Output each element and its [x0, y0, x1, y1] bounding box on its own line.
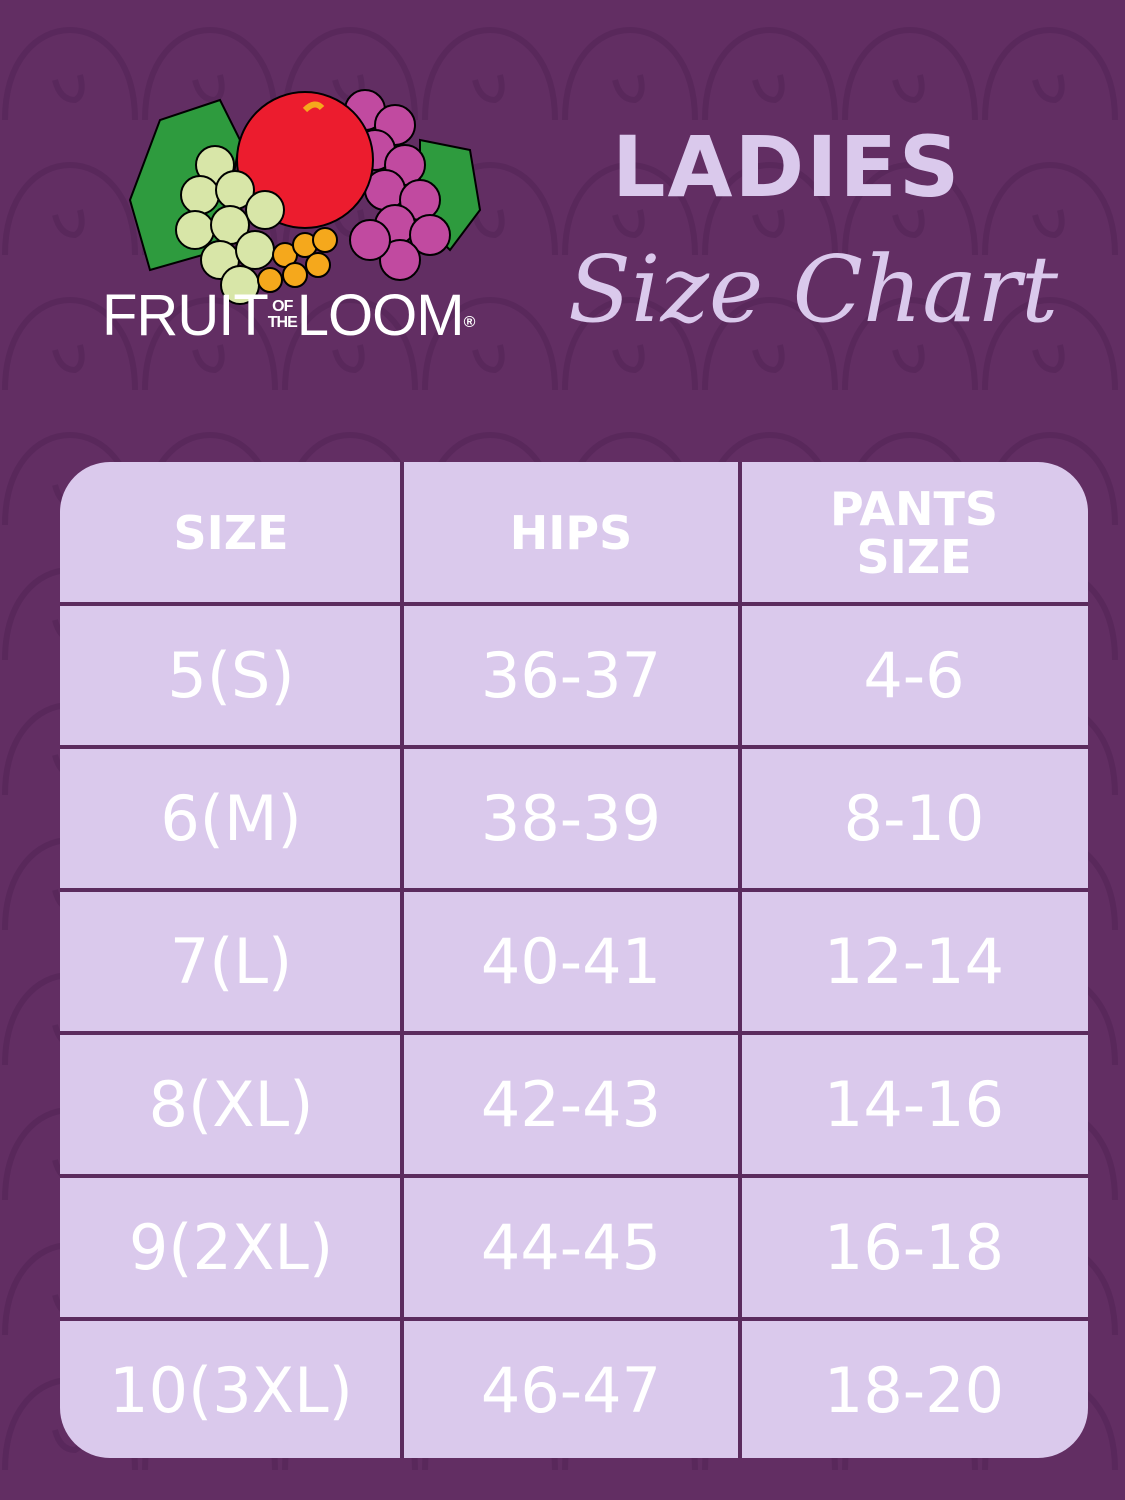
cell-pants-size: 16-18 [823, 1211, 1005, 1284]
pattern-shape [982, 162, 1118, 256]
table-row: 5(S) 36-37 4-6 [60, 604, 1088, 747]
pattern-shape [982, 297, 1118, 391]
cell-pants-size: 8-10 [843, 782, 985, 855]
row-divider [60, 602, 1088, 606]
row-divider [60, 1031, 1088, 1035]
cell-size: 10(3XL) [109, 1354, 353, 1427]
pattern-shape [282, 297, 418, 391]
pattern-shape [142, 27, 278, 121]
row-divider [60, 888, 1088, 892]
header-pants-size: PANTS SIZE [829, 482, 999, 584]
cell-pants-size: 14-16 [823, 1068, 1005, 1141]
pattern-shape [842, 162, 978, 256]
pattern-shape [2, 297, 138, 391]
table-header-row: SIZE HIPS PANTS SIZE [60, 462, 1088, 604]
cell-hips: 42-43 [480, 1068, 662, 1141]
cell-hips: 40-41 [480, 925, 662, 998]
cell-hips: 36-37 [480, 639, 662, 712]
cell-pants-size: 18-20 [823, 1354, 1005, 1427]
cell-hips: 46-47 [480, 1354, 662, 1427]
cell-pants-size: 4-6 [863, 639, 965, 712]
header-hips: HIPS [509, 506, 633, 560]
pattern-shape [702, 297, 838, 391]
pattern-shape [842, 27, 978, 121]
cell-hips: 38-39 [480, 782, 662, 855]
pattern-shape [702, 27, 838, 121]
size-chart-table: SIZE HIPS PANTS SIZE 5(S) 36-37 4-6 6(M) 38-… [60, 462, 1088, 1458]
pattern-shape [422, 297, 558, 391]
column-divider [400, 462, 404, 1458]
cell-size: 7(L) [169, 925, 293, 998]
cell-size: 9(2XL) [128, 1211, 334, 1284]
title-ladies: LADIES [612, 118, 962, 216]
cell-size: 6(M) [160, 782, 302, 855]
cell-size: 8(XL) [148, 1068, 314, 1141]
row-divider [60, 745, 1088, 749]
pattern-shape [702, 162, 838, 256]
pattern-shape [842, 297, 978, 391]
table-row: 8(XL) 42-43 14-16 [60, 1033, 1088, 1176]
column-divider [738, 462, 742, 1458]
pattern-shape [562, 162, 698, 256]
cell-hips: 44-45 [480, 1211, 662, 1284]
pattern-shape [982, 27, 1118, 121]
row-divider [60, 1174, 1088, 1178]
table-row: 10(3XL) 46-47 18-20 [60, 1319, 1088, 1458]
pattern-shape [422, 27, 558, 121]
pattern-shape [2, 27, 138, 121]
table-row: 7(L) 40-41 12-14 [60, 890, 1088, 1033]
cell-size: 5(S) [167, 639, 295, 712]
pattern-shape [562, 27, 698, 121]
brand-wordmark: FRUIT OF THELOOM® [102, 283, 475, 348]
pattern-shape [2, 162, 138, 256]
pattern-shape [142, 297, 278, 391]
cell-pants-size: 12-14 [823, 925, 1005, 998]
table-row: 6(M) 38-39 8-10 [60, 747, 1088, 890]
title-size-chart: Size Chart [568, 236, 1059, 343]
fruit-of-the-loom-logo [128, 89, 482, 305]
row-divider [60, 1317, 1088, 1321]
header-size: SIZE [173, 506, 289, 560]
table-row: 9(2XL) 44-45 16-18 [60, 1176, 1088, 1319]
pattern-shape [562, 297, 698, 391]
